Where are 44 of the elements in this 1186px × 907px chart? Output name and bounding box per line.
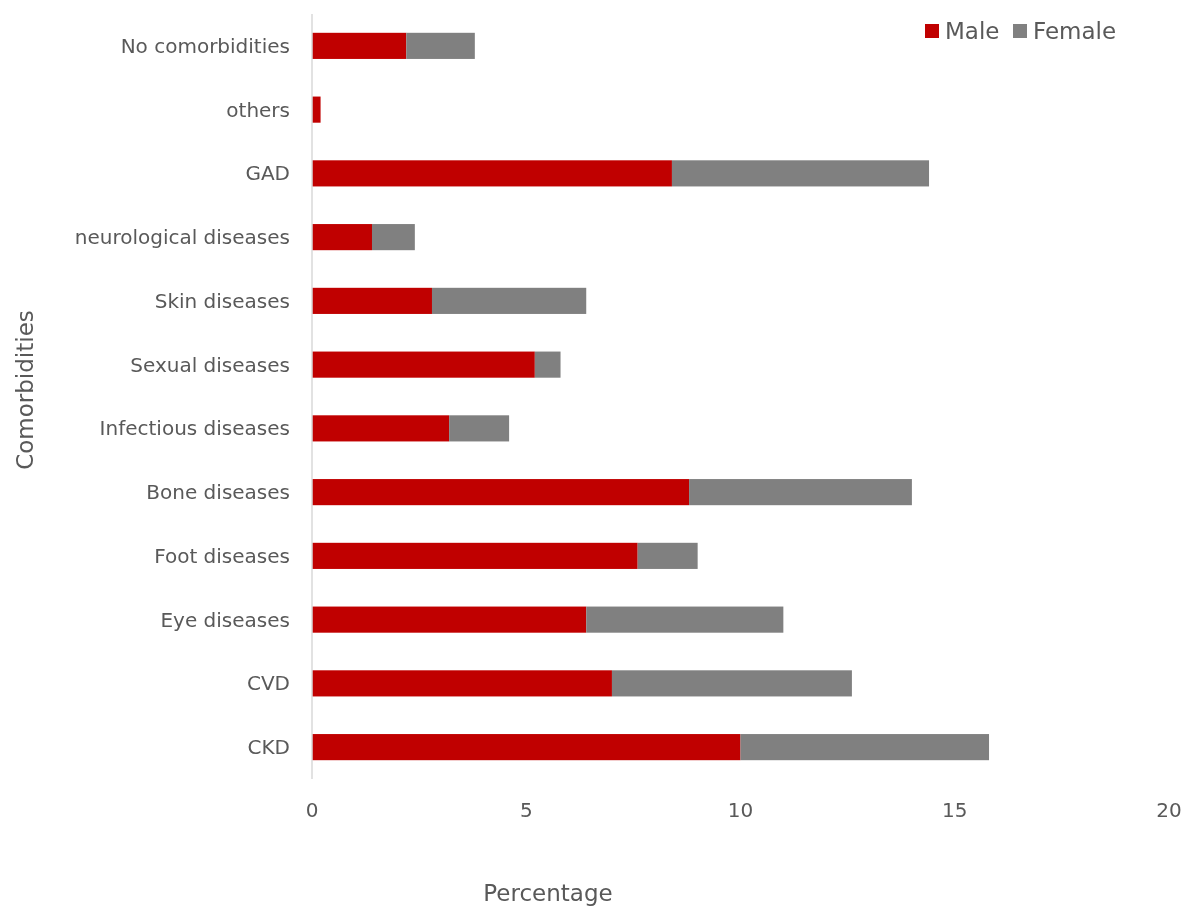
x-axis-title: Percentage [483,880,613,907]
bar [671,160,930,187]
y-tick-label: Foot diseases [154,543,290,568]
bar [534,351,561,378]
bar [449,415,510,442]
bar [312,670,612,697]
bar [312,542,638,569]
bar [586,606,784,633]
bar [312,96,321,123]
y-tick-label: Sexual diseases [130,352,290,377]
y-tick-label: others [226,97,290,122]
y-tick-label: neurological diseases [74,225,290,250]
bar [312,415,450,442]
y-tick-label: CVD [246,671,290,696]
bar [740,734,990,761]
y-tick-label: Infectious diseases [99,416,290,441]
y-tick-label: No comorbidities [120,33,290,58]
bar [637,542,698,569]
bar [611,670,852,697]
y-tick-label: Skin diseases [154,288,290,313]
x-tick-label: 15 [942,798,968,822]
y-tick-label: Eye diseases [160,607,290,632]
bar [312,479,690,506]
bar [406,32,475,59]
bar [312,32,407,59]
bar [431,287,587,314]
x-tick-label: 10 [727,798,754,822]
x-tick-label: 5 [519,798,533,822]
bar [312,287,432,314]
y-tick-label: Bone diseases [146,480,290,505]
y-tick-label: CKD [247,735,290,760]
legend-label: Male [945,18,1000,45]
bar [371,224,415,251]
bar [312,160,672,187]
bar [312,224,372,251]
bar [312,351,535,378]
x-tick-label: 0 [305,798,319,822]
legend-label: Female [1033,18,1117,45]
x-tick-label: 20 [1156,798,1182,822]
y-axis-title: Comorbidities [12,310,39,470]
bar [689,479,912,506]
bar [312,606,587,633]
y-tick-label: GAD [245,161,290,186]
bar [312,734,741,761]
